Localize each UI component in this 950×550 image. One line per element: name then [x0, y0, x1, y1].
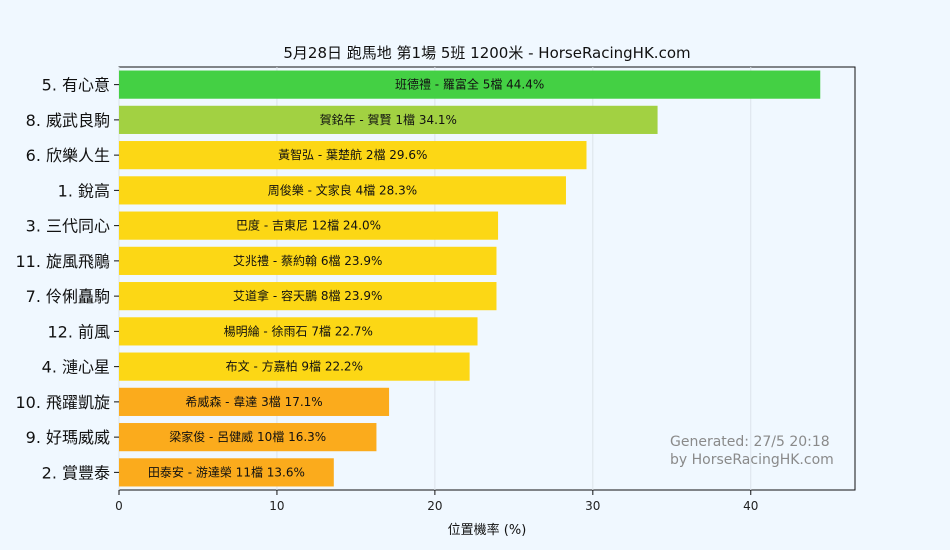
- bar: [119, 423, 377, 452]
- bar-label: 周俊樂 - 文家良 4檔 28.3%: [268, 182, 417, 197]
- bar-label: 希威森 - 韋達 3檔 17.1%: [185, 394, 322, 409]
- x-tick-label: 20: [427, 499, 442, 513]
- plot-area: [118, 66, 856, 491]
- watermark-line-2: by HorseRacingHK.com: [670, 452, 834, 468]
- chart-title: 5月28日 跑馬地 第1場 5班 1200米 - HorseRacingHK.c…: [283, 44, 690, 62]
- category-label: 5. 有心意: [42, 76, 110, 95]
- category-label: 6. 欣樂人生: [26, 146, 110, 165]
- grid-lines: [118, 67, 752, 490]
- bar-label: 田泰安 - 游達榮 11檔 13.6%: [148, 464, 305, 479]
- bar: [119, 141, 587, 170]
- bar: [119, 211, 499, 240]
- category-label: 12. 前風: [47, 322, 110, 341]
- bar-label: 艾兆禮 - 蔡約翰 6檔 23.9%: [233, 253, 382, 268]
- bars: 班德禮 - 羅富全 5檔 44.4% 賀銘年 - 賀賢 1檔 34.1% 黃智弘 -…: [119, 70, 821, 487]
- bar: [119, 317, 478, 346]
- bar: [119, 282, 497, 311]
- bar: [119, 458, 334, 487]
- bar-label: 布文 - 方嘉柏 9檔 22.2%: [226, 359, 363, 374]
- x-axis-ticks: 0 10 20 30 40: [115, 490, 758, 513]
- bar: [119, 105, 658, 134]
- category-label: 1. 銳高: [58, 181, 110, 200]
- bar: [119, 246, 497, 275]
- x-axis-label: 位置機率 (%): [448, 522, 527, 538]
- bar: [119, 176, 566, 205]
- bar-label: 楊明綸 - 徐雨石 7檔 22.7%: [224, 323, 373, 338]
- category-label: 8. 威武良駒: [26, 111, 110, 130]
- category-label: 4. 漣心星: [42, 358, 110, 377]
- x-tick-label: 40: [743, 499, 758, 513]
- y-axis-categories: 5. 有心意 8. 威武良駒 6. 欣樂人生 1. 銳高 3. 三代同心 11. 旋風飛鵰…: [15, 76, 119, 482]
- category-label: 9. 好瑪威威: [26, 428, 110, 447]
- category-label: 3. 三代同心: [26, 217, 110, 236]
- category-label: 7. 伶俐矗駒: [26, 287, 110, 306]
- bar-label: 黃智弘 - 葉楚航 2檔 29.6%: [278, 147, 427, 162]
- bar-label: 艾道拿 - 容天鵬 8檔 23.9%: [233, 288, 382, 303]
- bar: [119, 70, 821, 99]
- category-label: 11. 旋風飛鵰: [15, 252, 110, 271]
- watermark-line-1: Generated: 27/5 20:18: [670, 434, 830, 450]
- bar-label: 梁家俊 - 呂健威 10檔 16.3%: [169, 429, 326, 444]
- category-label: 2. 賞豐泰: [42, 463, 110, 482]
- bar-label: 賀銘年 - 賀賢 1檔 34.1%: [320, 112, 457, 127]
- category-label: 10. 飛躍凱旋: [15, 393, 110, 412]
- x-tick-label: 30: [585, 499, 600, 513]
- bar-label: 巴度 - 吉東尼 12檔 24.0%: [236, 218, 381, 233]
- bar-label: 班德禮 - 羅富全 5檔 44.4%: [395, 77, 544, 92]
- bar: [119, 387, 390, 416]
- x-tick-label: 0: [115, 499, 123, 513]
- x-tick-label: 10: [269, 499, 284, 513]
- bar: [119, 352, 470, 381]
